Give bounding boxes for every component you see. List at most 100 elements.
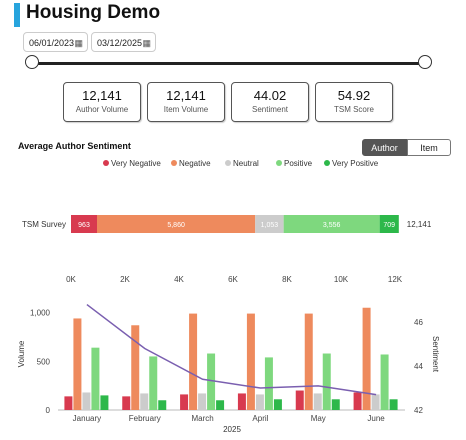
kpi-card-item-volume: 12,141 Item Volume (147, 82, 225, 122)
bar (295, 390, 304, 410)
legend-marker (171, 160, 177, 166)
bar (304, 313, 313, 410)
bar (313, 393, 322, 410)
bar-segment (283, 215, 380, 233)
y-tick-label: 1,000 (30, 309, 51, 318)
x-tick-label: April (252, 414, 268, 423)
bar (362, 307, 371, 410)
legend-marker (225, 160, 231, 166)
x-tick-label: 4K (174, 275, 184, 284)
x-tick-label: 12K (388, 275, 403, 284)
bar (255, 394, 264, 410)
bar-segment (97, 215, 256, 233)
bar (273, 399, 282, 410)
bar (246, 313, 255, 410)
x-tick-label: 6K (228, 275, 238, 284)
bar (158, 400, 167, 410)
kpi-label: Item Volume (163, 105, 209, 114)
kpi-value: 44.02 (253, 88, 287, 103)
y2-axis-title: Sentiment (431, 336, 440, 373)
calendar-icon[interactable]: ▦ (74, 38, 83, 48)
slider-handle-start[interactable] (25, 55, 39, 69)
bar (180, 394, 189, 410)
stacked-bars: TSM Survey 963 5,860 1,053 3,556 709 12,141 (22, 215, 432, 233)
data-label: 5,860 (167, 222, 185, 229)
x-tick-label: 8K (282, 275, 292, 284)
x-tick-label: 0K (66, 275, 76, 284)
legend-label: Positive (284, 159, 313, 168)
bar (264, 357, 273, 410)
x-tick-label: May (311, 414, 326, 423)
category-label: TSM Survey (22, 220, 66, 229)
bar (216, 400, 225, 410)
bar (322, 353, 331, 410)
legend-label: Neutral (233, 159, 259, 168)
x-axis-title: 2025 (223, 425, 241, 434)
y-axis-title: Volume (17, 340, 26, 367)
start-date-input[interactable]: 06/01/2023 ▦ (23, 32, 88, 52)
kpi-label: Sentiment (251, 105, 289, 114)
legend-label: Very Negative (111, 159, 161, 168)
kpi-value: 54.92 (337, 88, 371, 103)
y2-tick-label: 42 (414, 406, 423, 415)
y-tick-label: 500 (37, 357, 51, 366)
bar (73, 318, 82, 410)
bar (82, 392, 91, 410)
legend-marker (324, 160, 330, 166)
bar (380, 354, 389, 410)
grouped-bars (64, 307, 398, 410)
kpi-value: 12,141 (82, 88, 122, 103)
data-label: 963 (78, 222, 90, 229)
bar (237, 393, 246, 410)
end-date-input[interactable]: 03/12/2025 ▦ (91, 32, 156, 52)
legend-marker (276, 160, 282, 166)
kpi-card-sentiment: 44.02 Sentiment (231, 82, 309, 122)
bar (371, 394, 380, 410)
stacked-sentiment-chart: Very Negative Negative Neutral Positive Very… (22, 159, 432, 284)
x-tick-label: February (129, 414, 161, 423)
x-axis: 0K 2K 4K 6K 8K 10K 12K (66, 275, 403, 284)
y2-tick-label: 46 (414, 318, 423, 327)
calendar-icon[interactable]: ▦ (142, 38, 151, 48)
toggle-author-button[interactable]: Author (362, 139, 407, 156)
bar (91, 347, 100, 410)
bar (122, 396, 131, 410)
bar (198, 393, 207, 410)
slider-handle-end[interactable] (418, 55, 432, 69)
legend-marker (103, 160, 109, 166)
bar (207, 353, 216, 410)
data-label: 1,053 (261, 222, 279, 229)
x-tick-label: 2K (120, 275, 130, 284)
total-label: 12,141 (407, 220, 432, 229)
bar-segment (71, 215, 98, 233)
title-accent-bar (14, 3, 20, 27)
bar (389, 399, 398, 410)
x-tick-label: January (73, 414, 101, 423)
x-tick-label: 10K (334, 275, 349, 284)
kpi-label: Author Volume (75, 105, 129, 114)
bar-segment (379, 215, 399, 233)
y2-tick-label: 44 (414, 362, 423, 371)
sentiment-line-path (86, 303, 377, 396)
toggle-item-button[interactable]: Item (407, 139, 451, 156)
sentiment-line (86, 303, 377, 396)
bar (64, 396, 73, 410)
bar (331, 399, 340, 410)
chart-legend: Very Negative Negative Neutral Positive Very… (103, 159, 379, 168)
data-label: 709 (383, 222, 395, 229)
x-tick-label: March (191, 414, 213, 423)
page-title: Housing Demo (26, 2, 161, 23)
bar (189, 313, 198, 410)
bar-segment (255, 215, 284, 233)
legend-label: Negative (179, 159, 211, 168)
bar (353, 392, 362, 410)
date-range-slider-track[interactable] (32, 62, 425, 65)
bar (100, 395, 109, 410)
monthly-volume-chart: 0 500 1,000 42 44 46 Volume Sentiment 2025 Januar… (17, 303, 440, 434)
section-title: Average Author Sentiment (18, 141, 131, 151)
y-tick-label: 0 (46, 406, 51, 415)
kpi-label: TSM Score (333, 105, 374, 114)
kpi-value: 12,141 (166, 88, 206, 103)
bar (131, 325, 140, 410)
legend-label: Very Positive (332, 159, 379, 168)
